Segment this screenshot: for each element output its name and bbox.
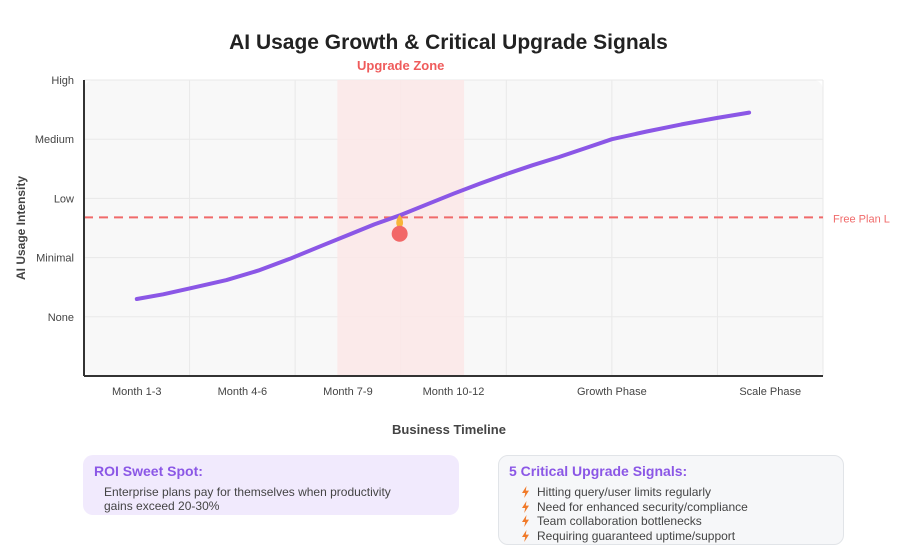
critical-upgrade-marker <box>391 225 408 242</box>
upgrade-zone-label: Upgrade Zone <box>357 58 444 73</box>
signals-box-title: 5 Critical Upgrade Signals: <box>509 463 688 479</box>
x-tick-label: Month 1-3 <box>112 386 162 398</box>
y-tick-label: Medium <box>35 134 74 146</box>
flame-icon <box>396 214 404 228</box>
usage-growth-line <box>134 110 752 301</box>
signal-text: Requiring guaranteed uptime/support <box>537 528 736 543</box>
signal-text: Need for enhanced security/compliance <box>537 499 748 514</box>
signal-text: Team collaboration bottlenecks <box>537 514 702 528</box>
signal-text: Hitting query/user limits regularly <box>537 485 712 499</box>
free-plan-limit-label: Free Plan L <box>833 213 890 225</box>
x-tick-label: Month 10-12 <box>423 386 485 398</box>
y-tick-label: High <box>51 75 74 87</box>
roi-box-title: ROI Sweet Spot: <box>94 463 203 479</box>
y-axis-title: AI Usage Intensity <box>14 176 28 280</box>
chart-title: AI Usage Growth & Critical Upgrade Signa… <box>229 31 668 54</box>
roi-sweet-spot-box: ROI Sweet Spot: Enterprise plans pay for… <box>83 455 459 515</box>
lightning-icon <box>522 529 529 542</box>
signal-item: Team collaboration bottlenecks <box>521 514 748 529</box>
y-tick-label: Low <box>54 193 74 205</box>
x-tick-label: Month 4-6 <box>218 386 268 398</box>
upgrade-signals-box: 5 Critical Upgrade Signals: Hitting quer… <box>498 455 844 545</box>
x-axis-title: Business Timeline <box>392 422 506 437</box>
y-tick-label: None <box>48 312 74 324</box>
x-tick-label: Month 7-9 <box>323 386 373 398</box>
signal-item: Need for enhanced security/compliance <box>521 500 748 515</box>
signal-item: Hitting query/user limits regularly <box>521 485 748 500</box>
x-tick-label: Growth Phase <box>577 386 647 398</box>
signal-item: Requiring guaranteed uptime/support <box>521 529 748 544</box>
lightning-icon <box>522 486 529 499</box>
lightning-icon <box>522 500 529 513</box>
lightning-icon <box>522 515 529 528</box>
roi-box-text: Enterprise plans pay for themselves when… <box>104 485 391 513</box>
line-chart: Upgrade Zone Free Plan L None Minimal Low Med… <box>14 58 890 437</box>
y-tick-label: Minimal <box>36 253 74 265</box>
signals-list: Hitting query/user limits regularly Need… <box>521 485 748 543</box>
x-tick-label: Scale Phase <box>739 386 801 398</box>
